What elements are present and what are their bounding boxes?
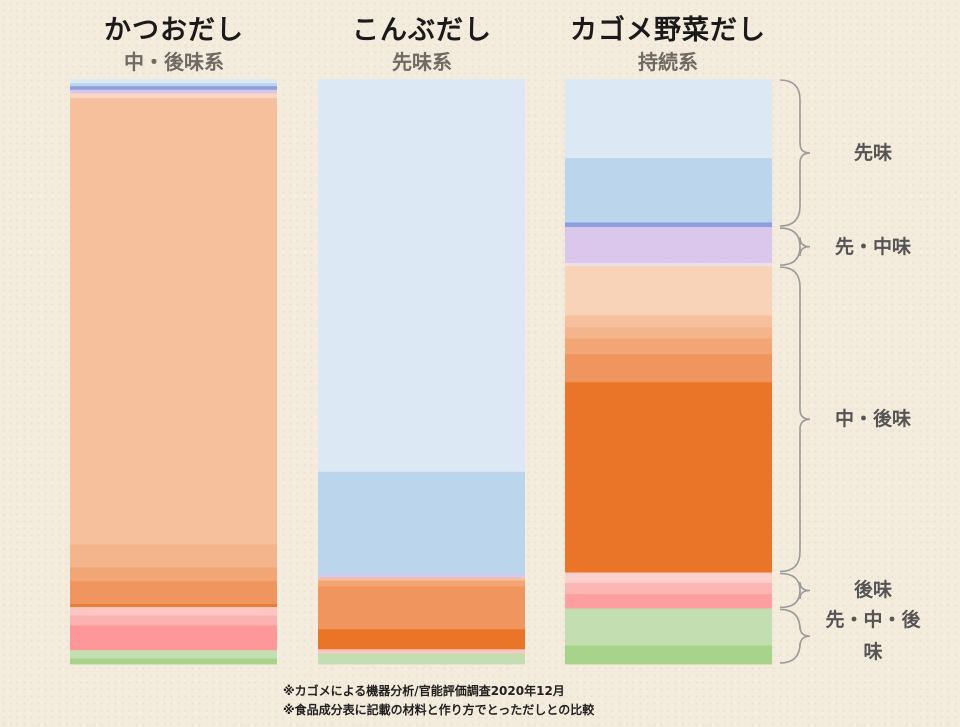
bar-segment-col0-12 (70, 625, 277, 651)
group-label-sakiaji: 先味 (853, 142, 892, 165)
bar-segment-col2-0 (565, 79, 772, 159)
bar-segment-col1-5 (318, 586, 525, 630)
bar-segment-col1-6 (318, 629, 525, 650)
bar-segment-col2-11 (565, 572, 772, 584)
bar-segment-col1-3 (318, 577, 525, 581)
footnote-analysis: ※カゴメによる機器分析/官能評価調査2020年12月 (283, 684, 565, 698)
column-subtitle-katsuo: 中・後味系 (124, 50, 224, 74)
bar-segment-col0-14 (70, 658, 277, 665)
bar-segment-col1-8 (318, 653, 525, 665)
bar-segment-col0-3 (70, 89, 277, 94)
bar-segment-col2-3 (565, 227, 772, 264)
bar-segment-col2-12 (565, 582, 772, 595)
bar-segment-col1-0 (318, 79, 525, 473)
bar-segment-col0-2 (70, 86, 277, 91)
bracket-4 (779, 608, 811, 664)
bracket-2 (779, 266, 811, 573)
bar-segment-col2-9 (565, 354, 772, 383)
bracket-0 (779, 79, 811, 227)
bar-segment-col0-4 (70, 93, 277, 99)
column-subtitle-konbu: 先味系 (392, 50, 452, 74)
bar-segment-col0-13 (70, 650, 277, 659)
bar-segment-col0-9 (70, 604, 277, 608)
bar-segment-col1-2 (318, 574, 525, 578)
footnote-comparison: ※食品成分表に記載の材料と作り方でとっただしとの比較 (283, 703, 595, 717)
column-subtitle-kagome: 持続系 (638, 50, 698, 74)
bar-segment-col2-14 (565, 608, 772, 646)
bar-segment-col2-15 (565, 645, 772, 665)
bracket-3 (779, 572, 811, 609)
bar-segment-col0-8 (70, 581, 277, 605)
bar-segment-col0-10 (70, 607, 277, 616)
bar-segment-col1-7 (318, 649, 525, 654)
column-title-konbu: こんぶだし (352, 15, 492, 46)
bar-segment-col0-6 (70, 544, 277, 568)
column-title-kagome: カゴメ野菜だし (570, 15, 766, 46)
group-label-saki-naka: 先・中味 (834, 235, 911, 258)
bar-segment-col2-13 (565, 594, 772, 609)
column-title-katsuo: かつおだし (104, 15, 244, 46)
bar-segment-col0-11 (70, 615, 277, 626)
bar-segment-col2-2 (565, 222, 772, 228)
group-label-atoaji: 後味 (853, 579, 892, 602)
bar-segment-col2-5 (565, 266, 772, 316)
bar-segment-col0-1 (70, 83, 277, 87)
bar-segment-col0-7 (70, 567, 277, 582)
bar-segment-col2-6 (565, 315, 772, 328)
bar-segment-col0-0 (70, 79, 277, 84)
bar-segment-col2-7 (565, 327, 772, 339)
bar-segment-col1-4 (318, 580, 525, 587)
bar-segment-col2-10 (565, 382, 772, 573)
bracket-1 (779, 227, 811, 266)
group-label-naka-ato: 中・後味 (834, 408, 911, 431)
bar-segment-col2-4 (565, 263, 772, 267)
group-label-all: 先・中・後味 (825, 609, 921, 664)
bar-segment-col2-1 (565, 158, 772, 223)
bar-segment-col0-5 (70, 98, 277, 545)
bar-segment-col1-1 (318, 471, 525, 576)
bar-segment-col2-8 (565, 338, 772, 355)
